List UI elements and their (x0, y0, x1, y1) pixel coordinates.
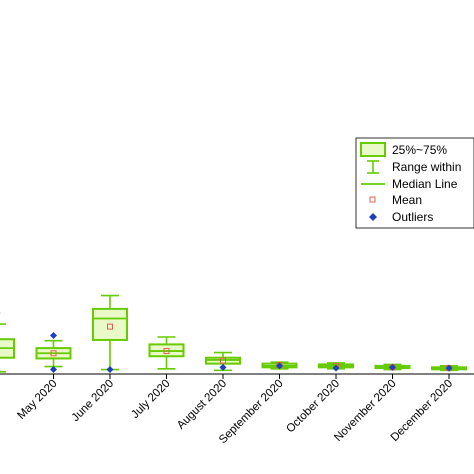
box-august-2020 (205, 351, 241, 372)
legend-box-swatch (360, 142, 386, 157)
outlier-marker (50, 366, 57, 374)
legend-entry-median: Median Line (361, 177, 458, 191)
legend-entry-box: 25%~75% (360, 142, 447, 157)
outlier-marker (50, 332, 57, 340)
box-december-2020 (431, 364, 467, 372)
x-tick-label: November 2020 (332, 378, 398, 444)
box-may-2020 (35, 332, 72, 374)
box-july-2020 (148, 336, 185, 370)
outlier-marker (106, 366, 114, 374)
boxes-layer (0, 294, 467, 374)
x-tick-label: May 2020 (15, 378, 59, 422)
legend-label-range: Range within (392, 160, 461, 174)
outlier-marker (219, 363, 227, 371)
box-june-2020 (92, 294, 128, 374)
outlier-marker (445, 364, 453, 372)
outlier-marker (332, 364, 340, 372)
legend-label-outliers: Outliers (392, 210, 433, 224)
outlier-marker (0, 312, 1, 314)
outlier-marker (276, 362, 283, 370)
legend-label-mean: Mean (392, 193, 422, 207)
x-tick-label: December 2020 (389, 378, 455, 444)
legend-entry-range: Range within (367, 160, 461, 174)
mean-marker (220, 357, 226, 364)
x-tick-label: 0 (0, 378, 3, 391)
box-april-2020 (0, 312, 15, 373)
x-tick-label: June 2020 (70, 378, 116, 424)
outlier-marker (0, 369, 1, 371)
box-september-2020 (261, 361, 298, 370)
legend-range-swatch (367, 160, 379, 174)
legend-mean-swatch (369, 196, 376, 203)
legend-outlier-swatch (369, 213, 377, 221)
legend-entry-outliers: Outliers (369, 210, 433, 224)
mean-marker (50, 350, 57, 357)
legend: 25%~75% Range within Median Line Mean Ou… (355, 137, 474, 229)
x-ticks (53, 374, 450, 379)
legend-label-box: 25%~75% (392, 143, 447, 157)
x-tick-label: August 2020 (175, 378, 229, 432)
box-november-2020 (374, 363, 411, 371)
legend-entry-mean: Mean (369, 193, 422, 207)
x-tick-label: July 2020 (129, 378, 172, 421)
legend-label-median: Median Line (392, 177, 458, 191)
x-tick-label: October 2020 (284, 378, 342, 436)
x-tick-labels: 0 May 2020 June 2020 July 2020 August 2020Se… (0, 378, 455, 447)
box-october-2020 (318, 362, 354, 372)
mean-marker (163, 348, 170, 355)
mean-marker (107, 323, 113, 330)
outlier-marker (389, 363, 396, 371)
